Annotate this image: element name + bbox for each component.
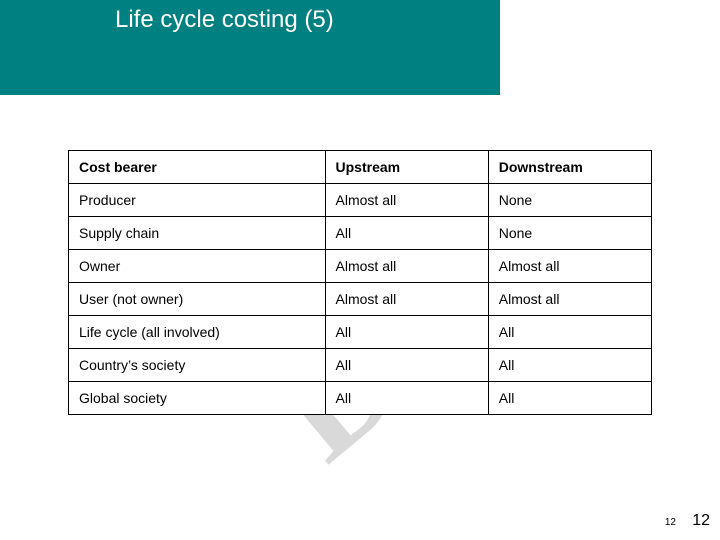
cell-cost-bearer: Global society — [69, 382, 326, 415]
cell-upstream: Almost all — [325, 184, 488, 217]
page-number-inner: 12 — [665, 517, 676, 528]
table-row: Country’s society All All — [69, 349, 652, 382]
cell-downstream: None — [488, 184, 651, 217]
cell-upstream: All — [325, 217, 488, 250]
cell-cost-bearer: Supply chain — [69, 217, 326, 250]
table-row: User (not owner) Almost all Almost all — [69, 283, 652, 316]
col-header-upstream: Upstream — [325, 151, 488, 184]
cell-cost-bearer: User (not owner) — [69, 283, 326, 316]
page-number-outer: 12 — [692, 512, 710, 530]
cell-upstream: All — [325, 316, 488, 349]
cell-downstream: Almost all — [488, 250, 651, 283]
table-header-row: Cost bearer Upstream Downstream — [69, 151, 652, 184]
table-row: Global society All All — [69, 382, 652, 415]
cell-upstream: Almost all — [325, 250, 488, 283]
cost-bearer-table: Cost bearer Upstream Downstream Producer… — [68, 150, 652, 415]
table-row: Producer Almost all None — [69, 184, 652, 217]
slide-title: Life cycle costing (5) — [115, 6, 334, 34]
cell-downstream: Almost all — [488, 283, 651, 316]
table-row: Supply chain All None — [69, 217, 652, 250]
col-header-cost-bearer: Cost bearer — [69, 151, 326, 184]
cell-downstream: All — [488, 349, 651, 382]
cell-downstream: All — [488, 316, 651, 349]
cell-upstream: All — [325, 382, 488, 415]
table-row: Owner Almost all Almost all — [69, 250, 652, 283]
cell-downstream: None — [488, 217, 651, 250]
cell-upstream: All — [325, 349, 488, 382]
cell-upstream: Almost all — [325, 283, 488, 316]
cell-cost-bearer: Owner — [69, 250, 326, 283]
cell-cost-bearer: Country’s society — [69, 349, 326, 382]
cell-cost-bearer: Life cycle (all involved) — [69, 316, 326, 349]
cell-downstream: All — [488, 382, 651, 415]
table-row: Life cycle (all involved) All All — [69, 316, 652, 349]
cell-cost-bearer: Producer — [69, 184, 326, 217]
col-header-downstream: Downstream — [488, 151, 651, 184]
